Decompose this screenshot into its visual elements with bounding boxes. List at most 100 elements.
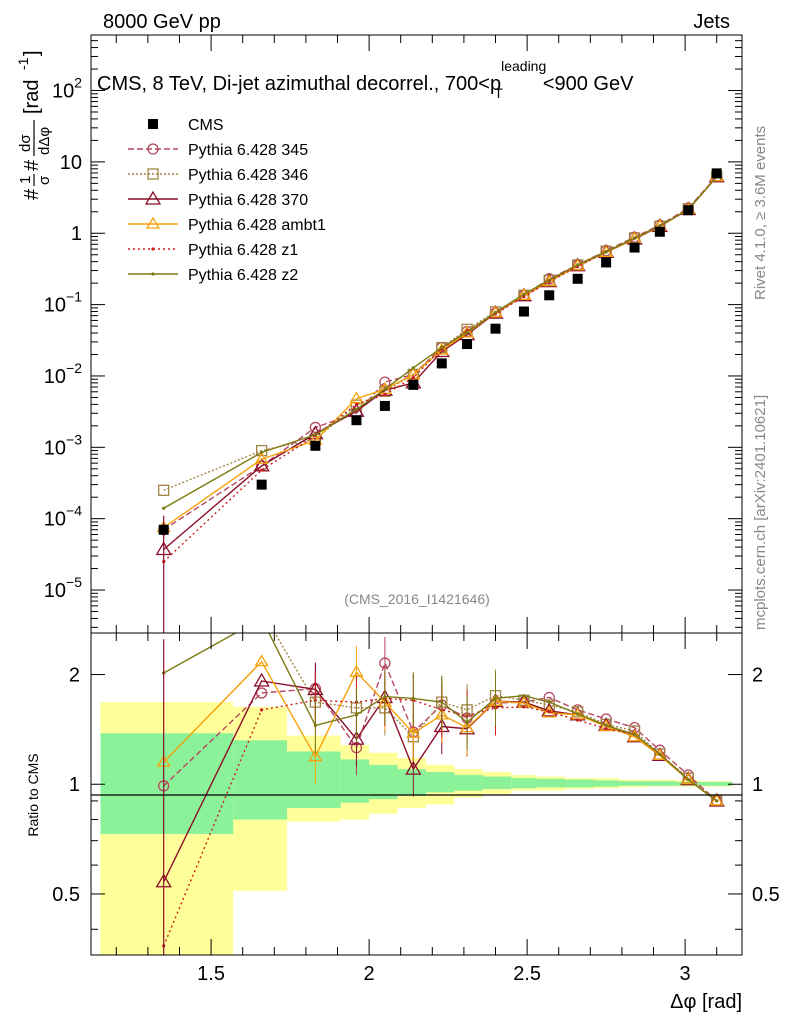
point-z1 bbox=[383, 392, 387, 397]
mcplots-label: mcplots.cern.ch [arXiv:2401.10621] bbox=[752, 395, 769, 630]
x-tick-label: 1.5 bbox=[197, 963, 225, 985]
axes-ticks: 10−5 10−4 10−3 10−2 10−1 1 10 102 1.5 2 2.5 3 0.5 0.5… bbox=[44, 34, 780, 985]
band-inner-bin bbox=[454, 775, 483, 791]
ratio-point-p345 bbox=[379, 657, 391, 669]
band-inner-bin bbox=[425, 772, 455, 793]
ratio-plot-frame bbox=[90, 632, 743, 956]
ratio-point-z2 bbox=[715, 799, 719, 803]
legend-marker-z1 bbox=[151, 247, 155, 251]
ratio-point-p346 bbox=[257, 605, 267, 615]
point-ambt1 bbox=[516, 288, 532, 300]
point-z2 bbox=[260, 450, 264, 454]
ratio-point-z2 bbox=[522, 694, 526, 698]
ratio-point-z2 bbox=[658, 752, 662, 756]
band-inner-bin bbox=[286, 751, 341, 809]
band-inner-bin bbox=[340, 759, 370, 803]
ratio-y-tick-label-right: 1 bbox=[752, 774, 763, 796]
ratio-point-z2 bbox=[313, 723, 317, 728]
legend-label: Pythia 6.428 345 bbox=[188, 142, 308, 159]
cms-data-point bbox=[572, 273, 583, 284]
cms-data-point bbox=[518, 306, 529, 317]
svg-text:σ: σ bbox=[36, 175, 53, 185]
cms-data-point bbox=[351, 415, 362, 426]
point-ambt1 bbox=[459, 325, 475, 338]
cms-data-point bbox=[711, 168, 722, 179]
legend-label: Pythia 6.428 z1 bbox=[188, 242, 298, 259]
legend-marker-z2 bbox=[151, 272, 155, 276]
svg-text:[rad: [rad bbox=[21, 80, 43, 114]
energy-label: 8000 GeV pp bbox=[103, 11, 221, 33]
cms-data-point bbox=[601, 257, 612, 268]
point-ambt1 bbox=[349, 391, 364, 404]
ratio-point-p346 bbox=[543, 699, 555, 711]
point-z1 bbox=[411, 375, 415, 380]
ratio-y-tick-label-right: 2 bbox=[752, 665, 763, 687]
point-z2 bbox=[465, 330, 469, 334]
ratio-point-p370 bbox=[253, 672, 270, 687]
cms-data-point bbox=[310, 440, 321, 451]
x-tick-label: 3 bbox=[680, 963, 691, 985]
ratio-point-ambt1 bbox=[254, 654, 269, 667]
point-z1 bbox=[260, 468, 264, 472]
ratio-point-z2 bbox=[440, 700, 444, 704]
point-z2 bbox=[522, 292, 526, 296]
main-y-tick-label: 1 bbox=[71, 223, 82, 245]
point-ambt1 bbox=[598, 245, 614, 257]
point-z2 bbox=[354, 407, 359, 411]
cms-data-point bbox=[629, 242, 640, 253]
main-y-tick-label: 102 bbox=[52, 75, 82, 103]
cms-data-point bbox=[654, 226, 665, 237]
band-inner-bin bbox=[482, 776, 512, 790]
ratio-point-z2 bbox=[465, 720, 469, 724]
x-tick-label: 2 bbox=[364, 963, 375, 985]
rivet-version-label: Rivet 4.1.0, ≥ 3.6M events bbox=[752, 126, 769, 300]
band-inner-bin bbox=[511, 778, 537, 789]
ratio-point-z1 bbox=[576, 718, 580, 722]
point-z2 bbox=[440, 345, 444, 350]
cms-data-point bbox=[436, 358, 447, 369]
ratio-point-p370 bbox=[541, 702, 558, 717]
main-y-tick-label: 10−4 bbox=[44, 503, 82, 531]
main-y-tick-label: 10 bbox=[60, 152, 82, 174]
legend-label: Pythia 6.428 z2 bbox=[188, 267, 298, 284]
point-z2 bbox=[632, 236, 637, 240]
ratio-point-z2 bbox=[576, 712, 580, 716]
ratio-point-z2 bbox=[604, 723, 608, 728]
main-y-tick-label: 10−2 bbox=[44, 360, 82, 388]
svg-text:]: ] bbox=[21, 50, 43, 56]
ratio-point-ambt1 bbox=[627, 729, 642, 742]
ratio-point-ambt1 bbox=[598, 719, 614, 732]
main-y-tick-label: 10−5 bbox=[44, 574, 82, 602]
cms-data-point bbox=[408, 379, 419, 390]
point-z2 bbox=[383, 387, 387, 391]
point-z2 bbox=[658, 224, 662, 228]
ratio-y-axis-label: Ratio to CMS bbox=[25, 753, 41, 836]
x-axis-label: Δφ [rad] bbox=[670, 991, 742, 1013]
ratio-point-ambt1 bbox=[652, 748, 667, 761]
band-inner-bin bbox=[369, 764, 398, 800]
ratio-y-tick-label: 2 bbox=[69, 665, 80, 687]
ratio-point-ambt1 bbox=[681, 772, 696, 785]
ratio-uncertainty-bands bbox=[100, 702, 733, 955]
band-inner-bin bbox=[565, 779, 594, 788]
ratio-point-z2 bbox=[493, 696, 498, 701]
ratio-point-p370 bbox=[348, 730, 365, 745]
band-inner-bin bbox=[536, 778, 566, 788]
x-tick-label: 2.5 bbox=[513, 963, 541, 985]
band-inner-bin bbox=[647, 781, 676, 786]
ratio-y-tick-label: 0.5 bbox=[52, 884, 80, 906]
point-z2 bbox=[547, 278, 551, 282]
ratio-point-z2 bbox=[686, 777, 690, 782]
point-z2 bbox=[313, 433, 317, 437]
ratio-point-ambt1 bbox=[308, 749, 323, 762]
ratio-line-p346 bbox=[274, 633, 718, 802]
band-inner-bin bbox=[593, 780, 619, 787]
cms-data-point bbox=[256, 479, 267, 490]
plot-title: CMS, 8 TeV, Di-jet azimuthal decorrel., … bbox=[97, 58, 634, 101]
band-inner-bin bbox=[397, 769, 426, 796]
point-p346 bbox=[158, 484, 170, 496]
band-inner-bin bbox=[618, 781, 648, 786]
point-p345 bbox=[309, 421, 322, 434]
svg-text:1: 1 bbox=[17, 176, 34, 184]
